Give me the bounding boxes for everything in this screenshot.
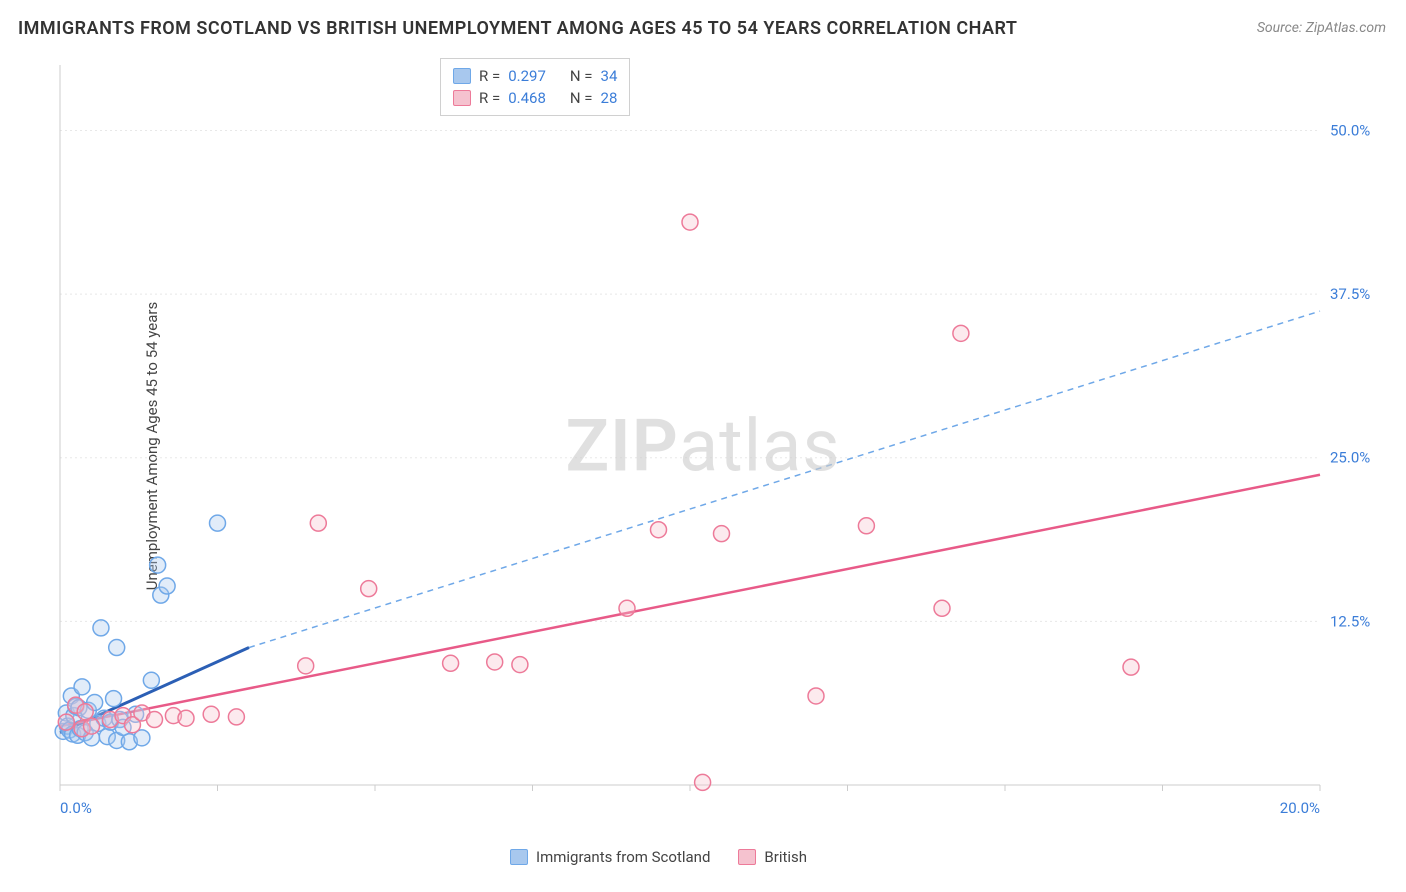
data-point bbox=[714, 526, 730, 542]
data-point bbox=[619, 600, 635, 616]
data-point bbox=[808, 688, 824, 704]
legend-item: Immigrants from Scotland bbox=[510, 848, 710, 866]
y-tick-label: 12.5% bbox=[1330, 612, 1370, 630]
data-point bbox=[298, 658, 314, 674]
data-point bbox=[58, 714, 74, 730]
stat-n-label: N = bbox=[570, 67, 593, 85]
y-tick-label: 37.5% bbox=[1330, 285, 1370, 303]
data-point bbox=[858, 518, 874, 534]
data-point bbox=[74, 679, 90, 695]
stats-legend: R = 0.297 N = 34 R = 0.468 N = 28 bbox=[440, 58, 630, 116]
data-point bbox=[682, 214, 698, 230]
data-point bbox=[512, 657, 528, 673]
series-legend: Immigrants from Scotland British bbox=[510, 848, 807, 866]
series-swatch bbox=[453, 68, 471, 84]
data-point bbox=[143, 672, 159, 688]
data-point bbox=[361, 581, 377, 597]
stat-r-value: 0.468 bbox=[508, 89, 546, 107]
chart-title: IMMIGRANTS FROM SCOTLAND VS BRITISH UNEM… bbox=[18, 18, 1017, 39]
data-point bbox=[953, 325, 969, 341]
data-point bbox=[77, 704, 93, 720]
data-point bbox=[150, 557, 166, 573]
y-tick-label: 50.0% bbox=[1330, 121, 1370, 139]
data-point bbox=[651, 522, 667, 538]
data-point bbox=[228, 709, 244, 725]
stats-row: R = 0.297 N = 34 bbox=[453, 65, 617, 87]
stat-n-value: 28 bbox=[601, 89, 618, 107]
data-point bbox=[203, 706, 219, 722]
series-swatch bbox=[510, 849, 528, 865]
legend-label: Immigrants from Scotland bbox=[536, 848, 710, 866]
data-point bbox=[310, 515, 326, 531]
data-point bbox=[106, 691, 122, 707]
series-swatch bbox=[738, 849, 756, 865]
data-point bbox=[487, 654, 503, 670]
trend-line bbox=[60, 475, 1320, 726]
data-point bbox=[147, 712, 163, 728]
stat-n-label: N = bbox=[570, 89, 593, 107]
data-point bbox=[934, 600, 950, 616]
trend-line-extrapolated bbox=[249, 311, 1320, 647]
data-point bbox=[178, 710, 194, 726]
series-swatch bbox=[453, 90, 471, 106]
stat-n-value: 34 bbox=[601, 67, 618, 85]
x-tick-label: 0.0% bbox=[60, 799, 92, 817]
stat-r-label: R = bbox=[479, 89, 500, 107]
data-point bbox=[443, 655, 459, 671]
data-point bbox=[84, 718, 100, 734]
data-point bbox=[1123, 659, 1139, 675]
data-point bbox=[210, 515, 226, 531]
legend-label: British bbox=[764, 848, 807, 866]
source-label: Source: bbox=[1257, 20, 1302, 36]
data-point bbox=[109, 640, 125, 656]
scatter-plot: 25.0% 50.0% 12.5% 37.5% 0.0% 20.0% bbox=[50, 55, 1390, 835]
source-attribution: Source: ZipAtlas.com bbox=[1257, 20, 1386, 36]
stats-row: R = 0.468 N = 28 bbox=[453, 87, 617, 109]
stat-r-label: R = bbox=[479, 67, 500, 85]
data-point bbox=[159, 578, 175, 594]
data-point bbox=[93, 620, 109, 636]
stat-r-value: 0.297 bbox=[508, 67, 546, 85]
x-tick-label: 20.0% bbox=[1280, 799, 1320, 817]
data-point bbox=[695, 774, 711, 790]
source-value: ZipAtlas.com bbox=[1306, 20, 1386, 36]
y-tick-label: 25.0% bbox=[1330, 449, 1370, 467]
legend-item: British bbox=[738, 848, 807, 866]
